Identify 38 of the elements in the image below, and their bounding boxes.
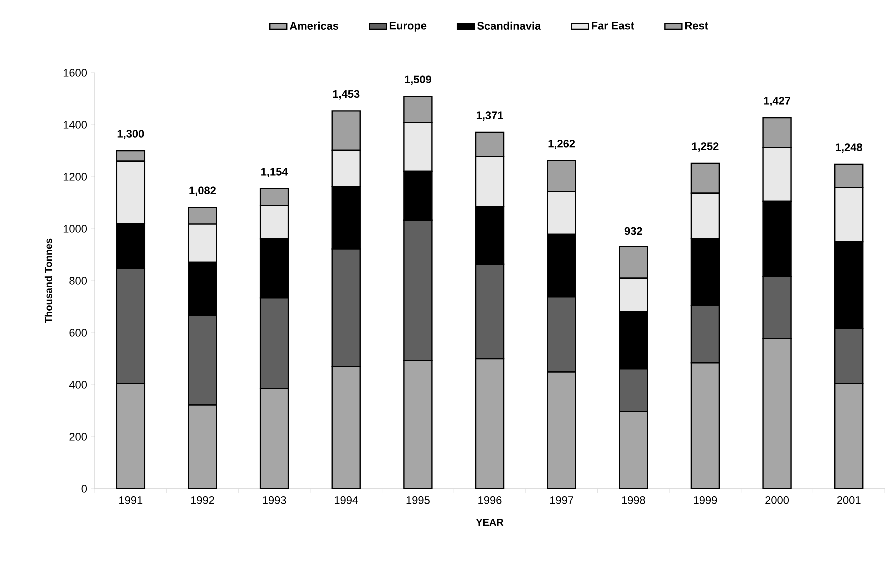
x-tick-label: 1999: [694, 496, 718, 504]
x-tick-label: 1998: [622, 496, 646, 504]
y-tick-label: 1000: [64, 225, 88, 233]
legend-label: Americas: [290, 22, 339, 30]
y-tick-label: 400: [69, 381, 88, 389]
legend-label: Scandinavia: [477, 22, 542, 30]
x-tick-label: 1995: [406, 496, 430, 504]
total-label: 1,509: [405, 76, 432, 86]
total-label: 1,082: [190, 186, 216, 196]
total-label: 1,371: [476, 112, 504, 122]
total-label: 1,300: [118, 130, 144, 140]
x-tick-label: 1996: [478, 496, 502, 504]
total-label: 932: [624, 227, 642, 236]
legend-label: Rest: [686, 22, 708, 30]
legend-label: Far East: [592, 22, 634, 30]
x-tick-label: 2000: [766, 496, 790, 504]
y-axis-title: Thousand Tonnes: [44, 238, 52, 324]
y-tick-label: 600: [70, 329, 88, 337]
x-tick-label: 1991: [120, 496, 143, 504]
x-tick-label: 2001: [837, 496, 861, 504]
y-tick-label: 200: [70, 433, 88, 441]
total-label: 1,262: [548, 140, 576, 150]
total-label: 1,252: [692, 142, 719, 152]
total-label: 1,427: [764, 97, 791, 106]
x-tick-label: 1992: [191, 496, 214, 504]
x-axis-title: YEAR: [476, 519, 504, 526]
x-tick-label: 1994: [335, 496, 358, 504]
y-tick-label: 0: [82, 485, 88, 493]
x-tick-label: 1993: [263, 496, 286, 504]
y-tick-label: 800: [70, 277, 88, 285]
y-tick-label: 1200: [64, 173, 88, 181]
legend-label: Europe: [390, 22, 427, 32]
total-label: 1,453: [333, 90, 360, 100]
y-tick-label: 1400: [64, 121, 88, 129]
x-tick-label: 1997: [550, 496, 574, 504]
y-tick-label: 1600: [64, 69, 88, 77]
total-label: 1,248: [836, 144, 862, 153]
total-label: 1,154: [262, 168, 288, 178]
